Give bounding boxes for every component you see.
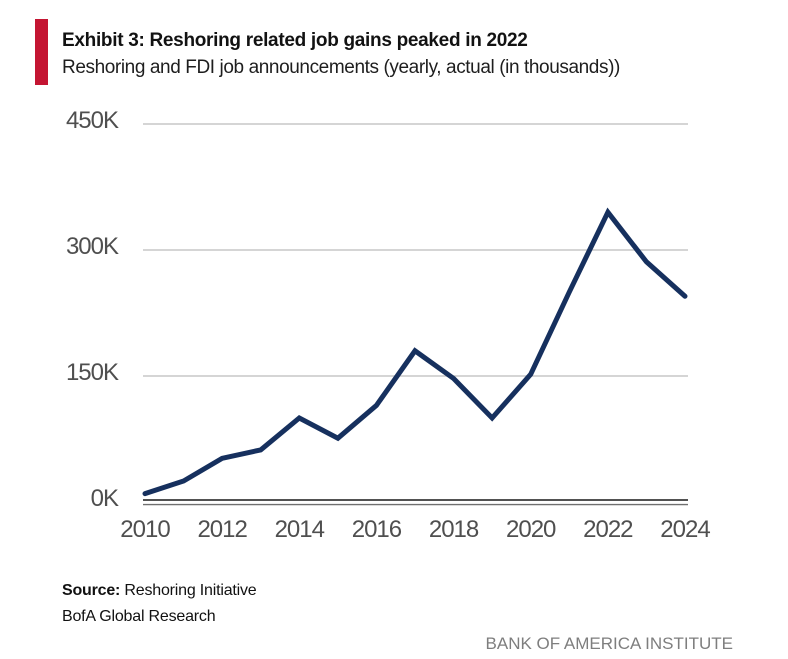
source-label: Source: <box>62 582 121 599</box>
exhibit-title: Exhibit 3: Reshoring related job gains p… <box>62 30 528 51</box>
source-value: Reshoring Initiative <box>120 582 257 599</box>
brand-wordmark: BANK OF AMERICA INSTITUTE <box>485 634 733 653</box>
exhibit-subtitle: Reshoring and FDI job announcements (yea… <box>62 57 620 78</box>
job-announcements-line <box>142 207 688 497</box>
source-line1: Source: Reshoring Initiative <box>62 578 257 604</box>
exhibit-accent-bar <box>35 19 48 85</box>
source-line2: BofA Global Research <box>62 608 216 625</box>
source-block: Source: Reshoring Initiative BofA Global… <box>62 578 257 630</box>
